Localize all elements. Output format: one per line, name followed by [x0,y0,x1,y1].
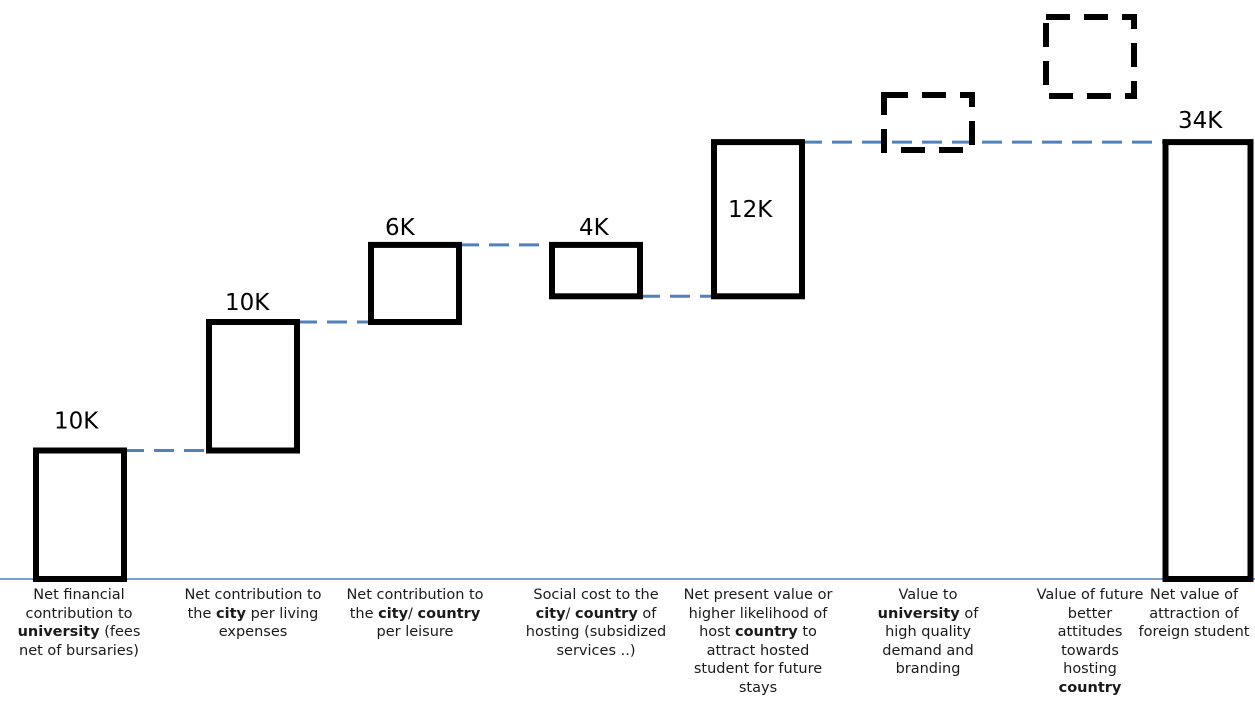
bar-1 [33,447,127,582]
bar-8 [1162,139,1254,582]
category-label-6: Value to university of high quality dema… [877,587,979,677]
category-label-4: Social cost to the city/ country of host… [525,587,667,659]
value-label-8: 34K [1178,108,1223,134]
bar-5 [711,139,805,300]
category-label-2: Net contribution to the city per living … [184,587,322,640]
value-label-3: 6K [385,215,416,241]
value-label-1: 10K [54,409,99,435]
bar-3 [368,241,462,325]
category-label-3: Net contribution to the city/ country pe… [346,587,484,640]
category-label-5: Net present value or higher likelihood o… [683,587,833,696]
category-label-7: Value of future better attitudes towards… [1036,587,1144,696]
value-label-2: 10K [225,290,270,316]
bar-4 [549,241,643,300]
value-label-4: 4K [579,215,610,241]
bar-2 [206,319,300,454]
category-label-8: Net value of attraction of foreign stude… [1138,587,1250,640]
category-label-1: Net financial contribution to university… [17,587,141,659]
value-label-5: 12K [728,197,773,223]
bar-7-unquantified [1043,14,1137,99]
bar-6-unquantified [881,92,975,153]
